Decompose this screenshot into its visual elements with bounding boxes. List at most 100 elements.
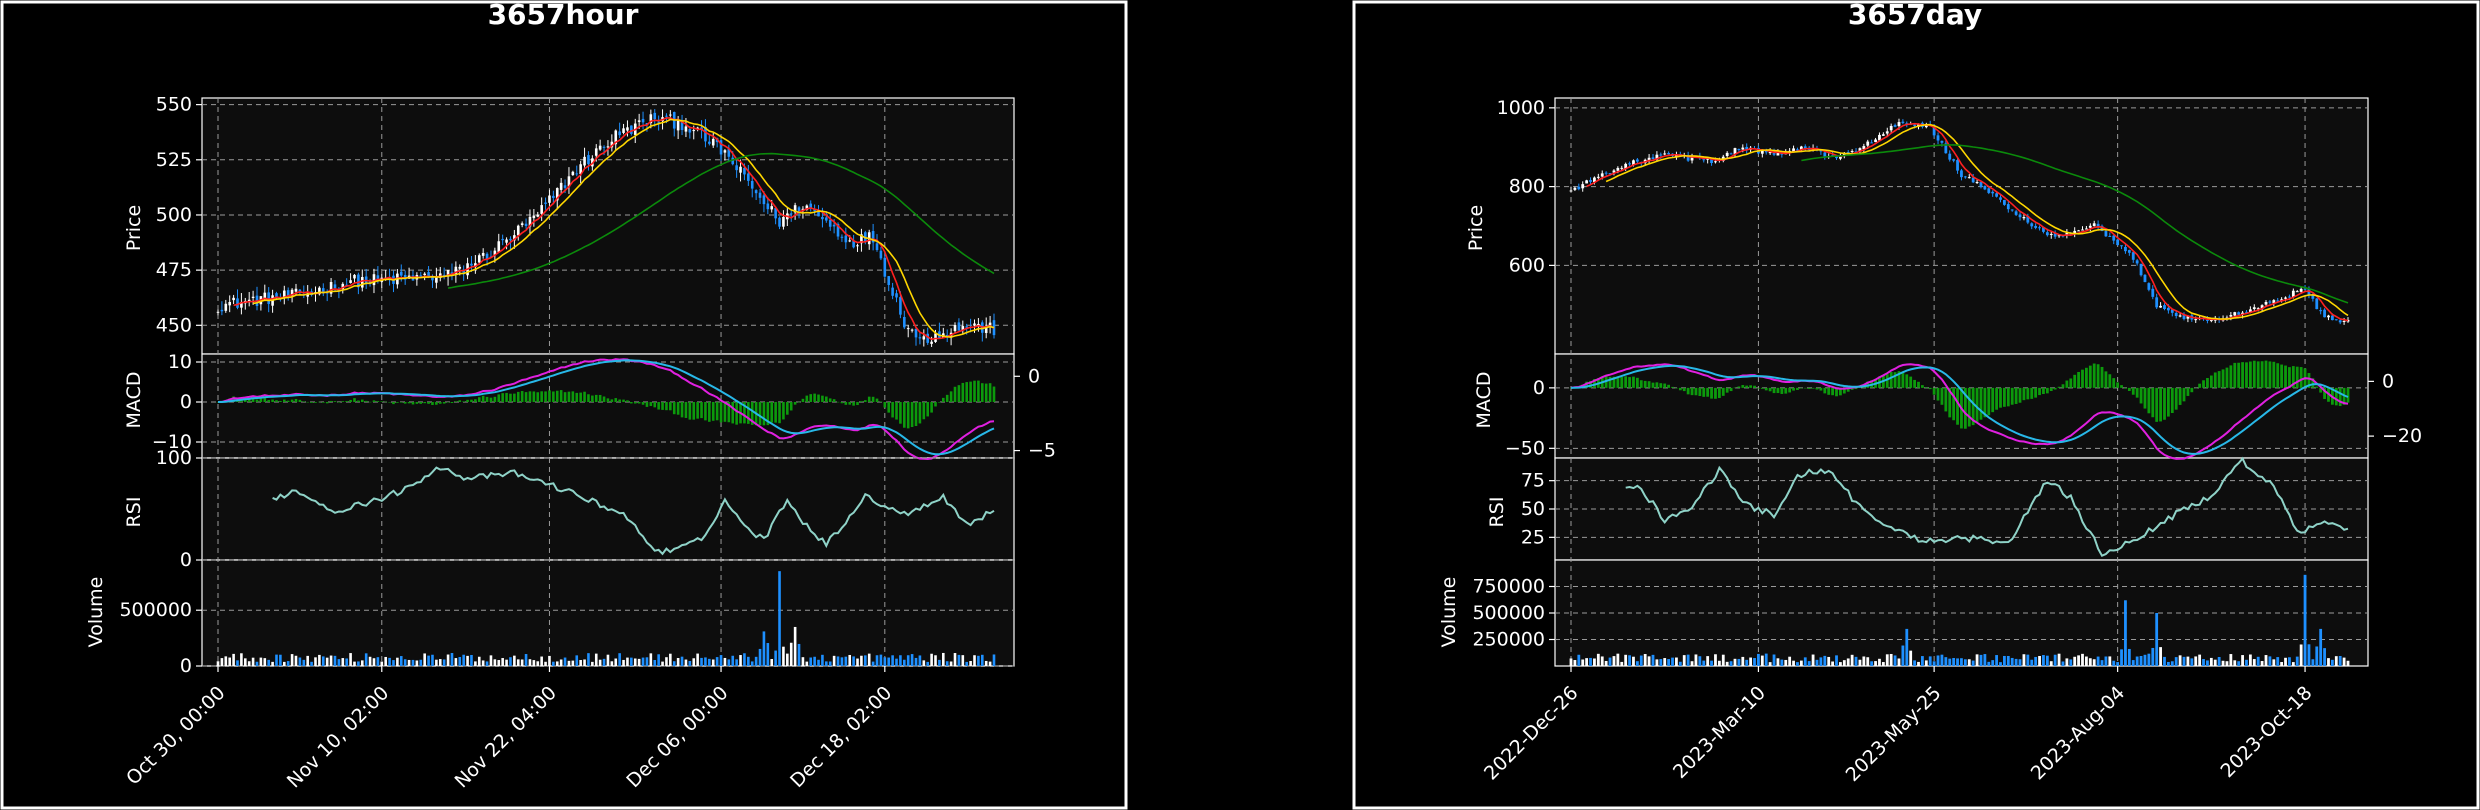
fig0-candle-body-181 [922, 336, 926, 340]
fig1-volume-bar-114 [2014, 658, 2018, 666]
fig0-candle-body-144 [778, 217, 781, 227]
fig0-macd-hist-bar-125 [704, 402, 707, 421]
fig1-macd-hist-bar-95 [1940, 387, 1944, 405]
fig1-candle-body-98 [1952, 159, 1956, 161]
fig1-macd-hist-bar-150 [2155, 387, 2159, 422]
fig0-macd-hist-bar-148 [793, 402, 797, 405]
fig1-candle-body-178 [2264, 301, 2268, 305]
fig0-macd-hist-bar-9 [251, 397, 255, 402]
fig0-candle-body-23 [306, 293, 309, 297]
fig1-volume-bar-76 [1866, 657, 1870, 666]
fig0-macd-hist-bar-178 [910, 402, 914, 428]
fig0-candle-body-87 [555, 188, 559, 201]
fig1-macd-hist-bar-163 [2206, 378, 2209, 388]
fig1-candle-body-157 [2182, 314, 2186, 320]
fig1-macd-hist-bar-154 [2170, 387, 2174, 414]
fig1-macd-hist-bar-35 [1706, 387, 1710, 397]
fig0-volume-bar-73 [501, 658, 504, 666]
fig1-volume-bar-144 [2131, 660, 2135, 666]
fig1-volume-bar-187 [2299, 644, 2303, 666]
fig0-price-ytick-label-4: 550 [156, 94, 192, 116]
fig1-candle-body-169 [2229, 315, 2233, 317]
fig1-candle-body-104 [1975, 182, 1979, 184]
fig0-volume-bar-189 [953, 653, 957, 666]
fig1-macd-hist-bar-175 [2252, 360, 2256, 388]
fig1-macd-hist-bar-11 [1612, 376, 1616, 388]
fig1-volume-bar-169 [2229, 654, 2233, 666]
right-macd-ylabel: MACD [1473, 372, 1495, 429]
fig1-macd-hist-bar-73 [1854, 387, 1858, 390]
fig1-volume-bar-16 [1632, 656, 1635, 666]
fig0-candle-body-103 [618, 131, 621, 136]
fig1-volume-bar-112 [2006, 655, 2010, 666]
fig1-candle-body-81 [1885, 131, 1889, 134]
fig1-macd-hist-bar-110 [1999, 387, 2002, 408]
fig1-macd-hist-bar-162 [2202, 380, 2205, 388]
fig1-volume-bar-29 [1682, 655, 1686, 666]
fig0-volume-bar-115 [665, 657, 668, 666]
fig0-macd-hist-bar-13 [267, 400, 270, 402]
left-chart-title: 3657hour [488, 0, 639, 31]
fig1-volume-bar-23 [1659, 659, 1663, 666]
fig1-volume-bar-100 [1960, 658, 1963, 666]
fig1-candle-body-140 [2116, 239, 2120, 246]
fig1-candle-body-91 [1924, 125, 1928, 128]
fig0-volume-bar-153 [813, 656, 816, 666]
fig0-volume-bar-139 [758, 648, 762, 666]
fig0-candle-body-170 [879, 250, 883, 259]
fig1-volume-bar-173 [2245, 659, 2248, 666]
fig1-volume-bar-46 [1749, 657, 1753, 666]
fig0-macd-hist-bar-124 [700, 402, 703, 419]
fig1-candle-body-0 [1569, 190, 1573, 192]
fig1-macd-hist-bar-71 [1846, 387, 1850, 392]
fig1-volume-bar-7 [1596, 653, 1600, 666]
fig0-macd-hist-bar-186 [942, 397, 945, 402]
fig1-candle-body-110 [1999, 197, 2002, 200]
fig1-volume-bar-68 [1835, 655, 1838, 666]
fig1-macd-hist-bar-90 [1921, 385, 1924, 388]
fig0-volume-bar-93 [579, 659, 582, 666]
fig0-volume-bar-129 [719, 655, 723, 666]
fig0-macd-hist-bar-99 [602, 396, 606, 402]
fig1-candle-body-95 [1940, 140, 1944, 143]
fig0-macd-hist-bar-64 [466, 399, 469, 402]
fig0-volume-bar-175 [899, 655, 902, 666]
fig1-macd-hist-bar-108 [1991, 387, 1995, 413]
fig0-volume-bar-25 [314, 657, 317, 666]
fig0-volume-bar-179 [914, 657, 918, 666]
fig0-volume-bar-34 [349, 653, 352, 666]
fig1-macd-hist-bar-133 [2088, 365, 2092, 388]
fig1-candle-body-35 [1706, 158, 1710, 160]
fig0-volume-bar-71 [493, 659, 497, 666]
fig1-candle-body-25 [1667, 152, 1671, 155]
fig1-volume-bar-33 [1698, 656, 1702, 666]
fig1-rsi-ytick-label-0: 25 [1521, 526, 1545, 548]
fig0-candle-body-168 [871, 231, 875, 243]
fig0-macd-hist-bar-191 [961, 382, 965, 402]
fig0-macd-hist-bar-103 [618, 399, 621, 402]
fig1-candle-body-84 [1897, 122, 1901, 126]
fig1-price-ytick-label-1: 800 [1509, 176, 1545, 198]
fig0-macd-hist-bar-185 [938, 402, 941, 403]
fig0-candle-body-67 [477, 255, 481, 263]
fig1-volume-bar-11 [1612, 656, 1616, 666]
left-volume-ylabel: Volume [85, 577, 107, 648]
fig0-candle-body-192 [965, 326, 969, 328]
fig1-macd-hist-bar-125 [2057, 386, 2061, 388]
fig1-volume-bar-35 [1706, 656, 1710, 666]
fig1-volume-bar-92 [1928, 656, 1932, 666]
fig1-candle-body-122 [2045, 232, 2049, 236]
fig1-volume-bar-20 [1647, 656, 1651, 666]
fig0-candle-body-133 [735, 165, 738, 171]
fig1-candle-body-83 [1893, 125, 1897, 127]
fig0-macd-hist-bar-82 [536, 392, 540, 402]
fig1-macd-hist-bar-20 [1647, 381, 1651, 388]
fig0-candle-body-3 [228, 302, 231, 306]
fig0-candle-body-37 [360, 276, 364, 288]
fig0-volume-bar-118 [676, 658, 680, 666]
fig0-volume-bar-50 [411, 659, 415, 666]
fig1-volume-bar-106 [1983, 654, 1987, 666]
fig0-candle-body-198 [988, 322, 992, 328]
fig1-volume-bar-38 [1717, 660, 1721, 666]
